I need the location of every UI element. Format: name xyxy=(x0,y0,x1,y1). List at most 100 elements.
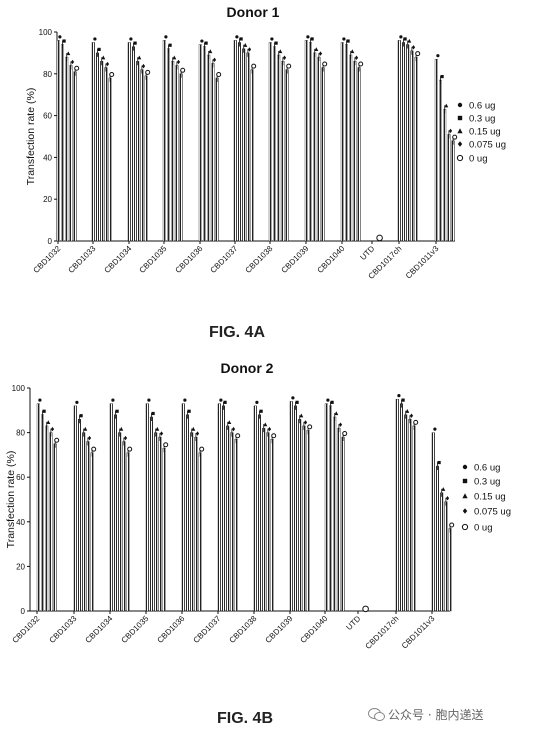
y-tick-label: 40 xyxy=(16,518,25,527)
bar xyxy=(395,398,399,612)
bar xyxy=(207,54,211,242)
bar xyxy=(451,140,455,242)
bar xyxy=(36,403,40,612)
figure-label: FIG. 4B xyxy=(217,710,273,727)
x-tick-label: CBD1035 xyxy=(138,244,169,275)
legend-marker xyxy=(462,508,468,514)
bar xyxy=(268,42,272,242)
data-point xyxy=(255,400,259,404)
data-point xyxy=(303,420,308,425)
x-tick-label: CBD1032 xyxy=(32,244,63,275)
data-point xyxy=(137,55,142,60)
bar xyxy=(104,67,108,242)
bar xyxy=(306,430,310,612)
data-point xyxy=(147,398,151,402)
data-point xyxy=(212,57,217,63)
bar xyxy=(341,436,345,612)
bar xyxy=(329,405,333,612)
bar xyxy=(221,405,225,612)
data-point xyxy=(310,37,314,41)
data-point xyxy=(155,426,160,431)
x-tick-label: CBD1034 xyxy=(103,244,134,275)
bar xyxy=(281,61,285,242)
data-point xyxy=(306,35,310,39)
bar xyxy=(408,419,412,612)
bar xyxy=(198,452,202,612)
x-tick-label: CBD1039 xyxy=(280,244,311,275)
bar xyxy=(136,61,140,242)
data-point xyxy=(334,411,339,416)
bar xyxy=(65,56,69,242)
x-tick-label: CBD1038 xyxy=(228,614,259,645)
data-point xyxy=(445,496,450,501)
bar xyxy=(277,54,281,242)
data-point xyxy=(436,54,440,58)
data-point xyxy=(413,419,419,425)
bar xyxy=(113,414,117,612)
y-tick-label: 100 xyxy=(12,384,26,393)
data-point xyxy=(105,61,110,67)
bar xyxy=(266,432,270,612)
chart-panel-2: Donor 2 0 20 40 60 80 100 Transfection rate (%)… xyxy=(5,360,511,727)
data-point xyxy=(397,394,401,398)
bar xyxy=(217,403,221,612)
bar xyxy=(49,432,53,612)
data-point xyxy=(322,61,328,67)
bar xyxy=(61,44,65,242)
bar xyxy=(242,48,246,242)
y-axis-label: Transfection rate (%) xyxy=(5,451,17,549)
legend-label: 0.3 ug xyxy=(469,114,495,125)
x-tick-label: CBD1036 xyxy=(156,614,187,645)
bar xyxy=(258,414,262,612)
data-point xyxy=(109,71,115,77)
bar xyxy=(181,403,185,612)
bar xyxy=(90,452,94,612)
bar xyxy=(340,42,344,242)
data-point xyxy=(216,71,222,77)
data-point xyxy=(330,400,334,404)
bar xyxy=(179,73,183,242)
data-point xyxy=(42,409,46,413)
data-point xyxy=(163,442,169,448)
bar xyxy=(397,40,401,242)
bar xyxy=(162,40,166,242)
data-point xyxy=(362,605,369,613)
legend-label: 0.6 ug xyxy=(474,463,500,474)
x-tick-label: CBD1040 xyxy=(316,244,347,275)
data-point xyxy=(314,47,319,51)
bar xyxy=(233,40,237,242)
y-tick-label: 100 xyxy=(39,28,53,37)
data-point xyxy=(271,433,277,439)
bar xyxy=(154,432,158,612)
data-point xyxy=(97,47,101,51)
data-point xyxy=(50,426,55,432)
data-point xyxy=(338,422,343,427)
y-axis-label: Transfection rate (%) xyxy=(25,88,37,186)
bar xyxy=(289,401,293,612)
legend-marker xyxy=(457,102,463,108)
data-point xyxy=(358,61,364,67)
bar xyxy=(41,414,45,612)
data-point xyxy=(263,422,268,427)
bar xyxy=(353,61,357,242)
bar xyxy=(226,425,230,612)
x-tick-label: UTD xyxy=(358,244,376,262)
data-point xyxy=(307,424,313,430)
data-point xyxy=(191,426,196,431)
x-tick-label: CBD1037 xyxy=(209,244,240,275)
data-point xyxy=(164,35,168,39)
x-tick-label: CBD1037 xyxy=(192,614,223,645)
bar xyxy=(246,52,250,242)
chart-title: Donor 1 xyxy=(227,4,280,20)
bar xyxy=(400,403,404,612)
bar xyxy=(285,69,289,242)
data-point xyxy=(180,67,186,73)
bar xyxy=(73,71,77,242)
data-point xyxy=(251,63,257,69)
data-point xyxy=(247,47,252,52)
data-point xyxy=(123,435,128,441)
legend-marker xyxy=(457,115,463,121)
data-point xyxy=(62,39,66,43)
bar xyxy=(131,46,135,242)
legend-marker xyxy=(461,523,469,531)
